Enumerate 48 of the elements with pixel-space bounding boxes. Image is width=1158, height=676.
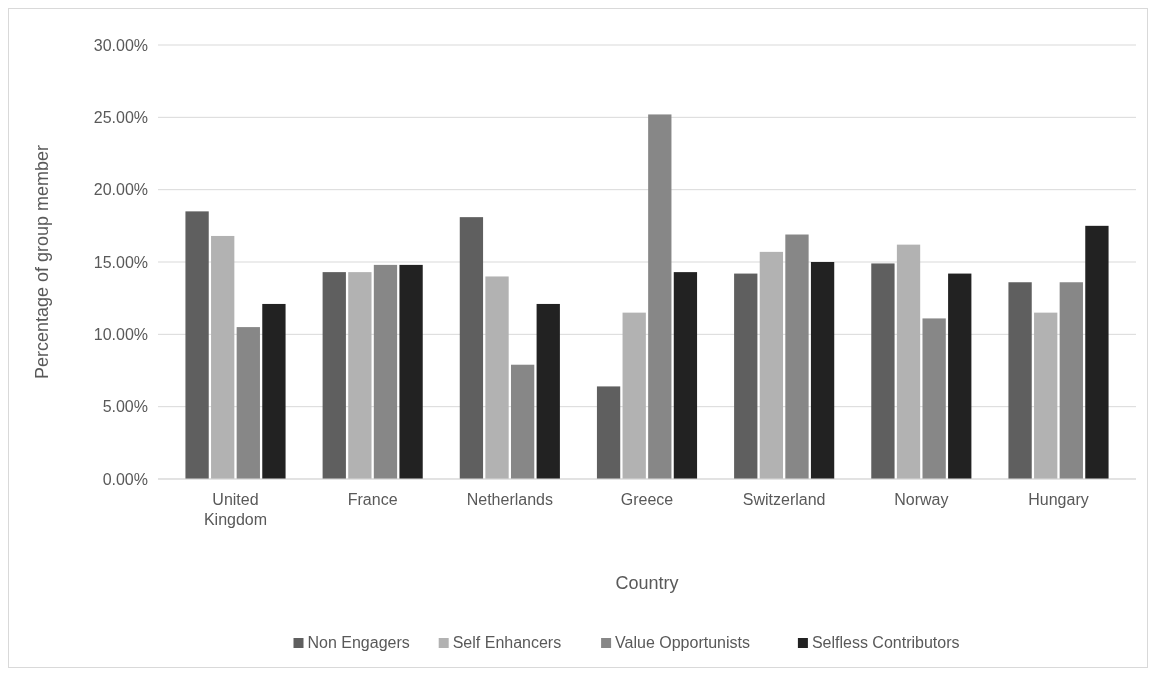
bar — [399, 264, 423, 479]
bar — [1008, 282, 1032, 479]
y-tick-label: 30.00% — [93, 36, 148, 54]
y-tick-label: 5.00% — [102, 398, 148, 416]
bar — [262, 303, 286, 479]
bar — [348, 272, 372, 479]
x-tick-label: France — [347, 491, 398, 508]
x-tick-label: Switzerland — [742, 491, 826, 508]
bar — [1034, 312, 1058, 479]
legend-label: Self Enhancers — [452, 634, 562, 651]
y-tick-label: 10.00% — [93, 325, 148, 343]
x-tick-label: Netherlands — [466, 491, 553, 508]
y-tick-label: 15.00% — [93, 253, 148, 271]
bar — [1085, 225, 1109, 479]
bar — [759, 251, 784, 479]
bar — [510, 364, 535, 479]
x-tick-label: Norway — [894, 491, 949, 508]
bar — [922, 318, 946, 479]
bar — [948, 273, 972, 479]
bar — [622, 312, 646, 479]
bar — [485, 276, 509, 479]
bar — [596, 386, 621, 479]
y-tick-label: 20.00% — [93, 181, 148, 199]
y-axis-title: Percentage of group member — [32, 144, 52, 380]
bar — [185, 211, 209, 479]
bar — [322, 272, 346, 479]
x-tick-label: United Kingdom — [203, 491, 268, 528]
legend-label: Non Engagers — [307, 634, 410, 651]
bar — [648, 114, 672, 479]
x-axis-title: Country — [615, 573, 679, 593]
x-tick-label: Greece — [620, 491, 674, 508]
bar — [236, 327, 260, 479]
bar — [1059, 282, 1083, 479]
bar — [734, 273, 758, 479]
legend-label: Selfless Contributors — [811, 634, 960, 651]
bar — [211, 235, 235, 479]
bar — [785, 234, 809, 479]
legend-label: Value Opportunists — [615, 634, 750, 651]
bar — [673, 272, 698, 479]
y-tick-label: 25.00% — [93, 108, 148, 126]
bar — [871, 263, 895, 479]
bar — [373, 264, 398, 479]
bar — [536, 303, 560, 479]
bar — [810, 262, 835, 479]
y-tick-label: 0.00% — [102, 470, 148, 488]
bar — [896, 244, 921, 479]
x-tick-label: Hungary — [1028, 491, 1089, 508]
bar — [459, 217, 484, 479]
